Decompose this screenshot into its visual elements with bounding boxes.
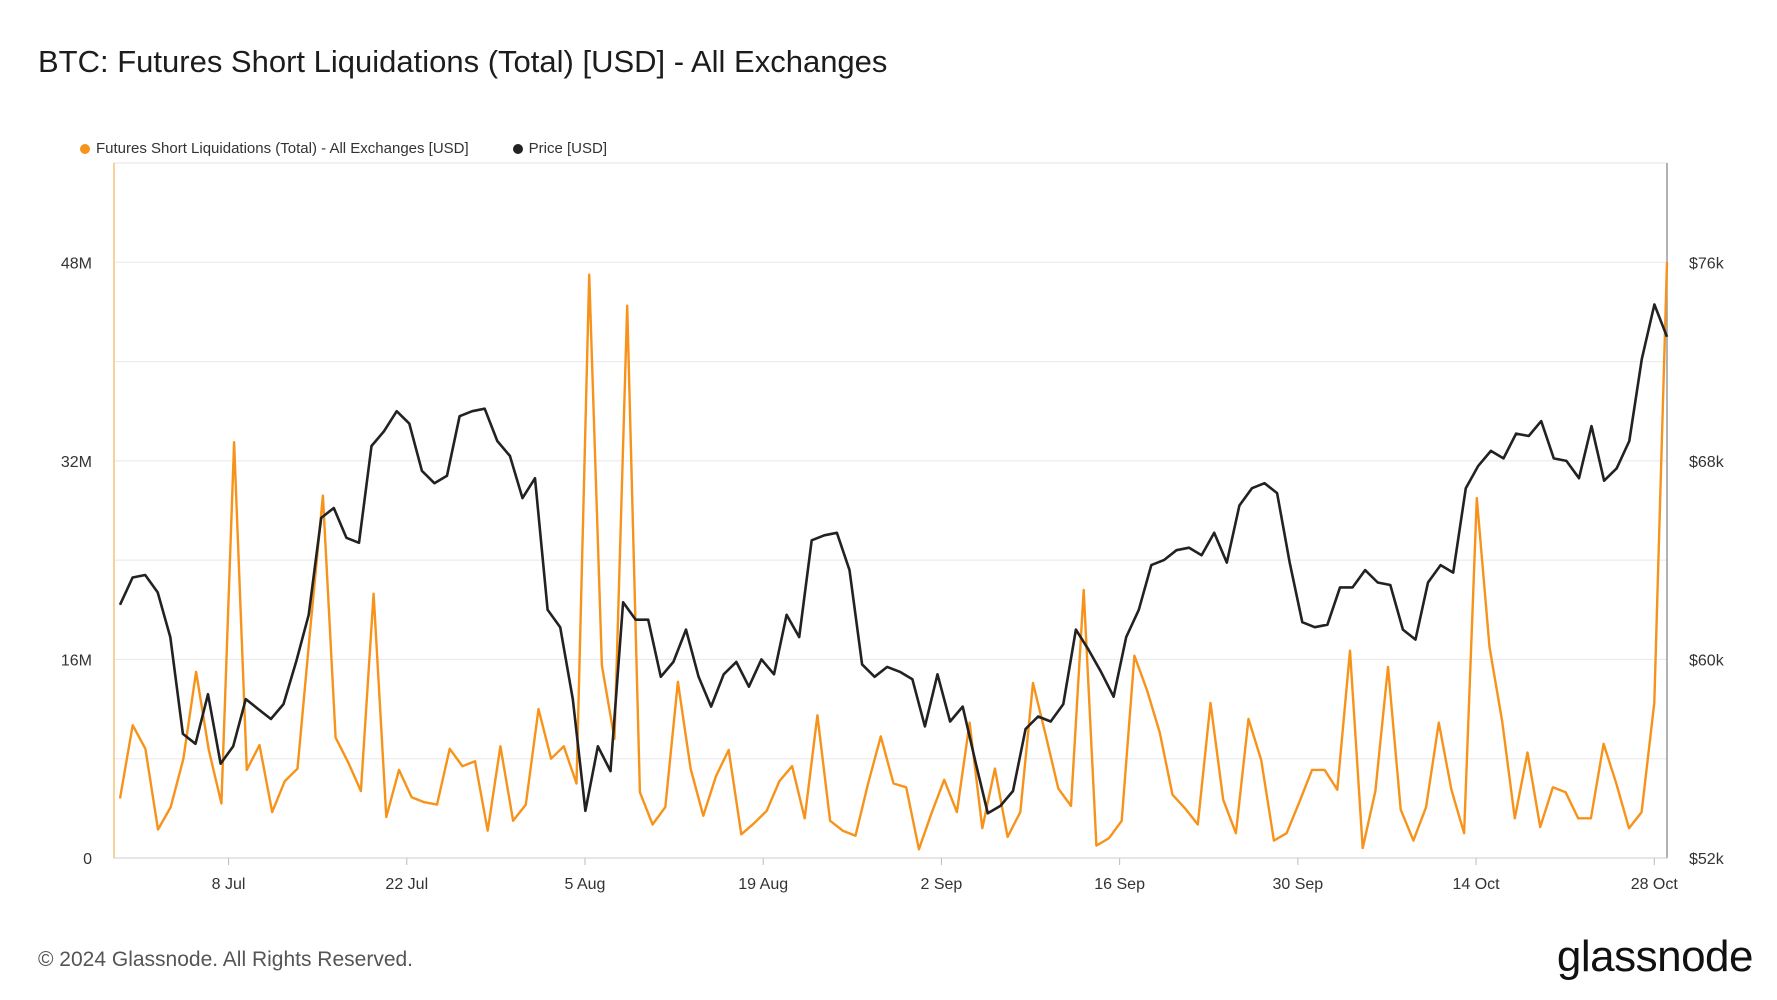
- glassnode-logo: glassnode: [1556, 932, 1754, 981]
- x-tick-label: 22 Jul: [385, 876, 428, 893]
- copyright-notice: © 2024 Glassnode. All Rights Reserved.: [38, 948, 414, 971]
- y-left-tick-label: 16M: [61, 652, 92, 669]
- chart-title: BTC: Futures Short Liquidations (Total) …: [38, 44, 888, 79]
- legend-black-dot-icon: [512, 143, 523, 154]
- price-series-line: [118, 303, 1669, 815]
- x-tick-label: 14 Oct: [1452, 876, 1500, 893]
- y-right-tick-label: $68k: [1689, 454, 1725, 471]
- chart-legend: Futures Short Liquidations (Total) - All…: [80, 140, 607, 157]
- x-tick-label: 19 Aug: [738, 876, 788, 893]
- legend-item-price[interactable]: Price [USD]: [512, 140, 608, 157]
- y-right-tick-label: $76k: [1689, 255, 1725, 272]
- y-right-tick-label: $60k: [1689, 652, 1725, 669]
- y-left-tick-label: 32M: [61, 454, 92, 471]
- x-tick-label: 5 Aug: [565, 876, 606, 893]
- y-right-tick-label: $52k: [1689, 851, 1725, 868]
- legend-label-liquidations: Futures Short Liquidations (Total) - All…: [96, 140, 469, 157]
- x-tick-label: 2 Sep: [921, 876, 963, 893]
- y-left-tick-label: 48M: [61, 255, 92, 272]
- legend-label-price: Price [USD]: [528, 140, 608, 157]
- x-tick-label: 28 Oct: [1631, 876, 1679, 893]
- liquidations-series-line: [118, 262, 1669, 851]
- x-tick-label: 30 Sep: [1272, 876, 1323, 893]
- y-left-tick-label: 0: [83, 851, 92, 868]
- legend-orange-dot-icon: [80, 143, 90, 154]
- x-tick-label: 16 Sep: [1094, 876, 1145, 893]
- x-tick-label: 8 Jul: [212, 876, 246, 893]
- legend-item-liquidations[interactable]: Futures Short Liquidations (Total) - All…: [80, 140, 469, 157]
